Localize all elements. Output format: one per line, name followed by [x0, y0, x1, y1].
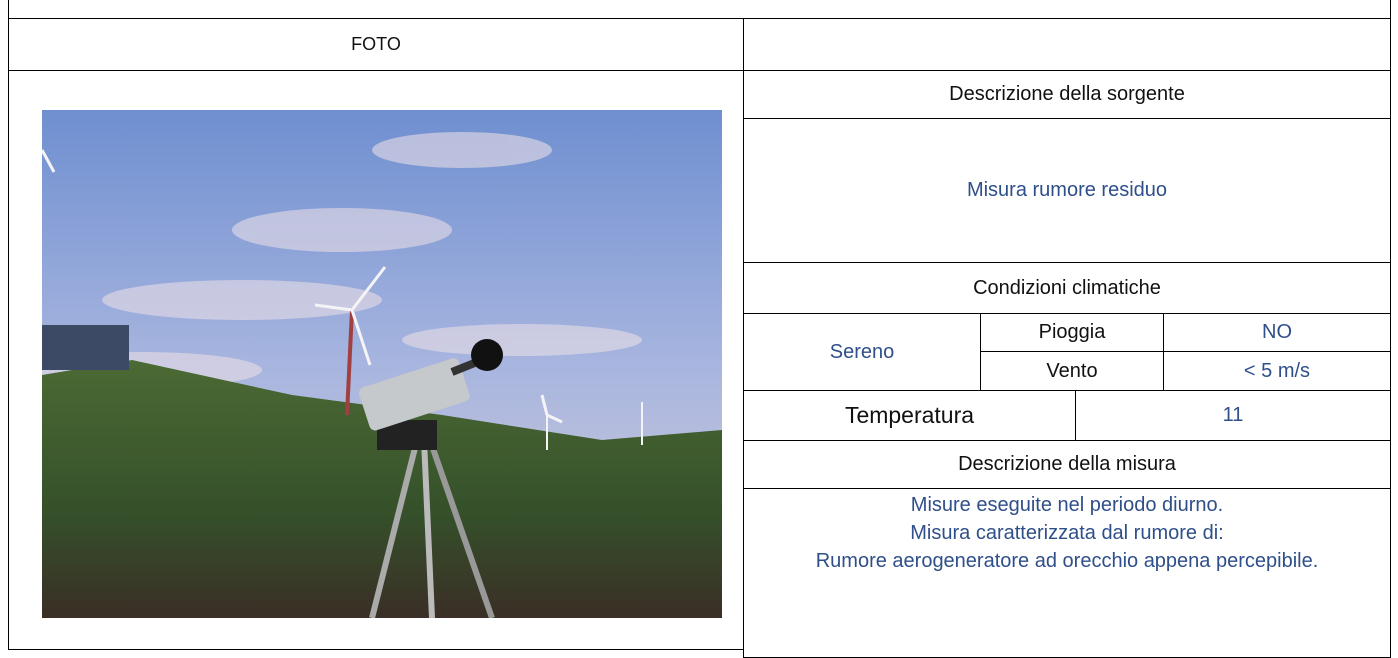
- empty-header: [743, 18, 1391, 71]
- page: FOTO Descrizione della sorgente Misura r…: [8, 0, 1391, 658]
- measurement-line: Rumore aerogeneratore ad orecchio appena…: [815, 550, 1319, 572]
- photo-header: FOTO: [8, 18, 744, 71]
- turbine: [42, 149, 643, 450]
- temperature-label: Temperatura: [743, 390, 1076, 441]
- field: [42, 360, 722, 618]
- rain-label: Pioggia: [980, 313, 1164, 352]
- wind-value: < 5 m/s: [1163, 351, 1391, 391]
- sky: Sereno: [743, 313, 981, 391]
- building: [42, 325, 129, 370]
- measurement-text: Misure eseguite nel periodo diurno. Misu…: [743, 488, 1391, 658]
- temperature-value: 11: [1075, 390, 1391, 441]
- measurement-heading: Descrizione della misura: [743, 440, 1391, 489]
- measurement-line: Misura caratterizzata dal rumore di:: [910, 522, 1224, 544]
- climate-heading: Condizioni climatiche: [743, 262, 1391, 314]
- rain-value: NO: [1163, 313, 1391, 352]
- tripod: [358, 339, 503, 618]
- source-heading: Descrizione della sorgente: [743, 70, 1391, 119]
- wind-label: Vento: [980, 351, 1164, 391]
- measurement-line: Misure eseguite nel periodo diurno.: [910, 494, 1224, 516]
- photo: [42, 110, 722, 618]
- top-row: [8, 0, 1391, 19]
- source-text: Misura rumore residuo: [743, 118, 1391, 263]
